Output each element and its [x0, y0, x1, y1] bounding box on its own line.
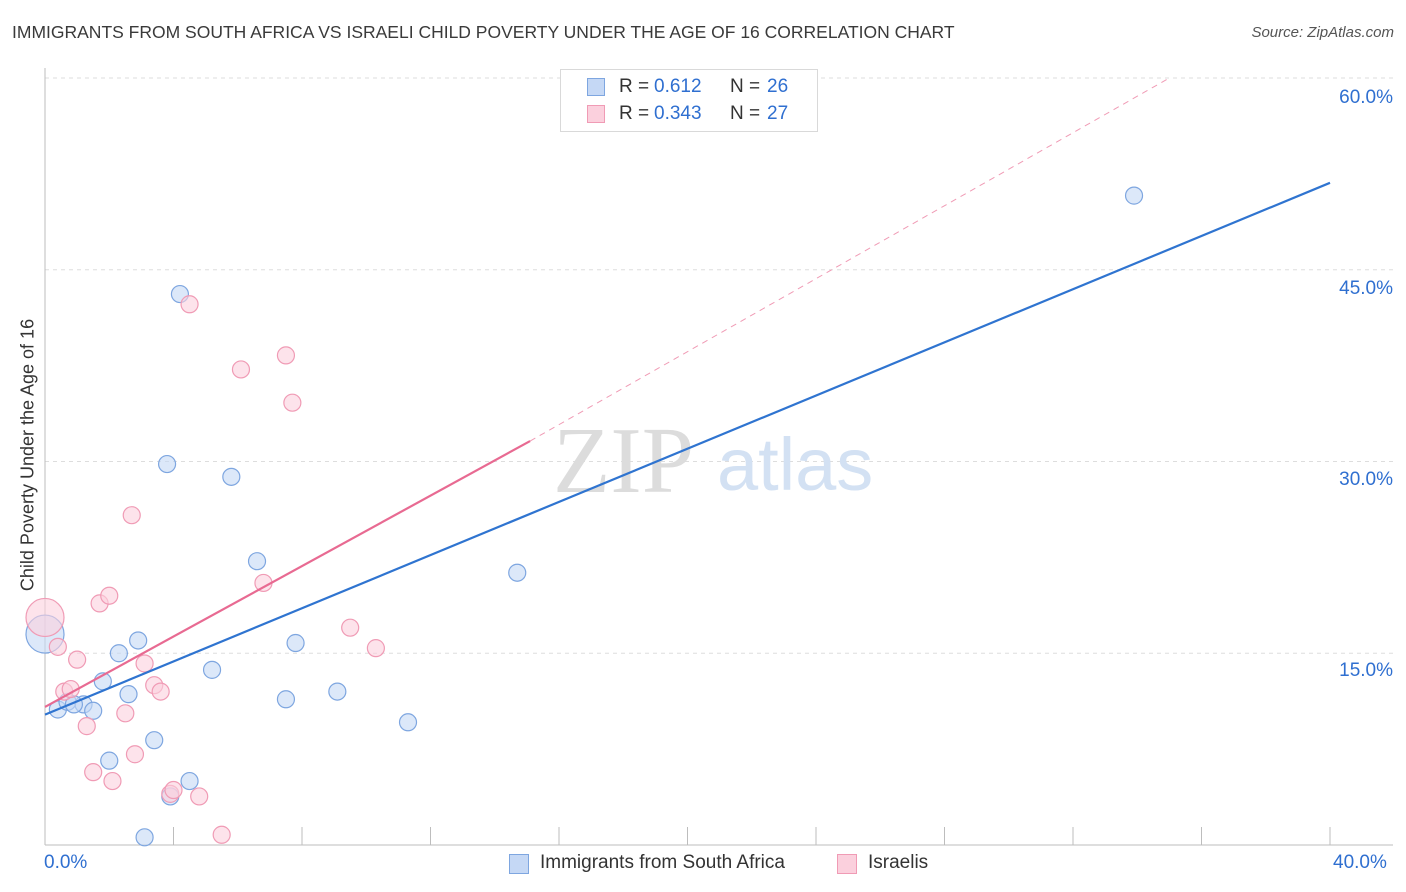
blue-data-point [247, 552, 267, 571]
pink-data-point [103, 771, 122, 791]
legend-swatch-pink [587, 105, 605, 123]
bottom-legend-swatch-pink [837, 854, 857, 874]
legend-n-value: 26 [767, 76, 789, 97]
blue-data-point [145, 731, 164, 750]
blue-data-point [398, 713, 418, 732]
pink-data-point [151, 682, 170, 701]
bottom-legend-label: Israelis [868, 852, 929, 873]
axes [44, 68, 1393, 846]
blue-data-point [508, 563, 527, 582]
stats-legend: R = 0.612 N = 26 R = 0.343 N = 27 [560, 69, 818, 132]
pink-data-point [100, 586, 119, 605]
gridlines [45, 77, 1393, 845]
watermark-atlas: atlas [717, 423, 873, 506]
blue-data-point [157, 454, 177, 474]
legend-n-label: N = [730, 103, 761, 124]
pink-data-point [25, 597, 65, 638]
blue-data-point [129, 631, 148, 650]
trend-lines [44, 77, 1331, 716]
pink-data-point [231, 360, 251, 379]
chart-source: Source: ZipAtlas.com [1251, 24, 1394, 41]
pink-data-point [190, 787, 209, 806]
legend-swatch-blue [587, 78, 605, 96]
pink-data-point [84, 763, 103, 782]
blue-data-point [1124, 186, 1144, 205]
pink-data-point [180, 295, 199, 314]
x-tick-label-max: 40.0% [1333, 852, 1387, 873]
pink-data-point [283, 393, 302, 412]
watermark: ZIP atlas [553, 409, 873, 513]
legend-n-label: N = [730, 76, 761, 97]
blue-data-point [286, 633, 305, 653]
pink-data-point [276, 346, 296, 365]
pink-data-point [77, 717, 96, 736]
pink-data-point [135, 654, 154, 673]
pink-data-point [68, 650, 87, 669]
legend-r-value: 0.343 [654, 103, 702, 124]
blue-trend-line [44, 181, 1331, 716]
legend-r-label: R = [619, 76, 650, 97]
pink-data-point [366, 639, 385, 658]
pink-data-point [125, 745, 145, 764]
y-tick-label: 15.0% [1339, 660, 1393, 681]
bottom-legend-swatch-blue [509, 854, 529, 874]
chart-title: IMMIGRANTS FROM SOUTH AFRICA VS ISRAELI … [12, 22, 955, 42]
watermark-zip: ZIP [553, 409, 694, 513]
bottom-legend-label: Immigrants from South Africa [540, 852, 785, 873]
pink-data-point [341, 618, 360, 637]
y-tick-label: 60.0% [1339, 87, 1393, 108]
legend-r-label: R = [619, 103, 650, 124]
blue-data-point [109, 644, 128, 663]
y-tick-label: 45.0% [1339, 278, 1393, 299]
blue-data-point [119, 685, 138, 704]
x-tick-label-min: 0.0% [44, 852, 88, 873]
scatter-points [25, 186, 1144, 847]
legend-n-value: 27 [767, 103, 789, 124]
blue-data-point [180, 771, 199, 791]
blue-data-point [100, 751, 119, 770]
pink-data-point [122, 506, 141, 525]
pink-data-point [164, 780, 183, 800]
blue-data-point [135, 828, 154, 847]
y-axis-label: Child Poverty Under the Age of 16 [17, 318, 38, 592]
blue-data-point [84, 701, 103, 720]
blue-data-point [328, 682, 347, 701]
pink-trend-line [44, 440, 531, 708]
pink-trend-extension [529, 77, 1170, 442]
y-tick-label: 30.0% [1339, 469, 1393, 490]
blue-data-point [222, 467, 241, 486]
pink-data-point [212, 825, 231, 844]
blue-data-point [202, 660, 222, 679]
pink-data-point [48, 637, 67, 656]
pink-data-point [116, 704, 135, 723]
blue-data-point [276, 690, 296, 709]
legend-r-value: 0.612 [654, 76, 702, 97]
